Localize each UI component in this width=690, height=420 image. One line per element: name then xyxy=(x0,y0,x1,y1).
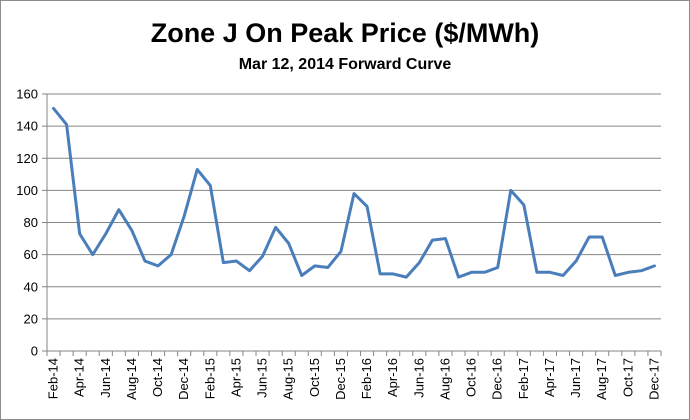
x-tick-label-Feb-17: Feb-17 xyxy=(516,358,531,399)
data-point-Apr-14 xyxy=(78,232,81,235)
data-point-Apr-17 xyxy=(549,271,552,274)
data-point-Mar-16 xyxy=(379,273,382,276)
x-tick-label-Dec-16: Dec-16 xyxy=(490,358,505,400)
data-point-Aug-14 xyxy=(131,229,134,232)
data-point-Dec-16 xyxy=(496,266,499,269)
x-tick-label-Feb-16: Feb-16 xyxy=(359,358,374,399)
x-tick-label-Jun-15: Jun-15 xyxy=(255,358,270,398)
x-tick-label-Apr-17: Apr-17 xyxy=(542,358,557,397)
y-tick-labels: 0 20 40 60 80 100 120 140 160 xyxy=(16,87,38,359)
data-point-Oct-16 xyxy=(470,271,473,274)
y-tick-label-120: 120 xyxy=(16,151,38,166)
y-tick-label-0: 0 xyxy=(31,344,38,359)
data-point-Dec-15 xyxy=(340,250,343,253)
data-point-May-17 xyxy=(562,274,565,277)
data-point-Nov-15 xyxy=(326,266,329,269)
data-point-Oct-14 xyxy=(157,264,160,267)
x-tick-label-Aug-16: Aug-16 xyxy=(437,358,452,400)
data-point-Aug-15 xyxy=(287,242,290,245)
data-point-Feb-15 xyxy=(209,184,212,187)
chart-subtitle: Mar 12, 2014 Forward Curve xyxy=(239,56,452,73)
y-tick-label-20: 20 xyxy=(24,311,38,326)
data-point-Mar-14 xyxy=(65,123,68,126)
x-tick-label-Jun-17: Jun-17 xyxy=(568,358,583,398)
x-tick-label-Jun-16: Jun-16 xyxy=(411,358,426,398)
data-point-Jun-17 xyxy=(575,260,578,263)
data-point-Jan-16 xyxy=(353,192,356,195)
gridlines xyxy=(47,93,661,320)
data-point-Nov-16 xyxy=(483,271,486,274)
data-point-Oct-15 xyxy=(313,264,316,267)
data-point-May-16 xyxy=(405,276,408,279)
data-point-Jan-17 xyxy=(509,189,512,192)
y-tick-label-60: 60 xyxy=(24,247,38,262)
data-point-Jun-16 xyxy=(418,261,421,264)
x-tick-label-Dec-15: Dec-15 xyxy=(333,358,348,400)
data-point-Mar-17 xyxy=(535,271,538,274)
data-point-Sep-17 xyxy=(614,274,617,277)
chart-title: Zone J On Peak Price ($/MWh) xyxy=(151,18,540,48)
data-point-Jun-14 xyxy=(104,232,107,235)
x-tick-labels: Feb-14 Apr-14 Jun-14 Aug-14 Oct-14 Dec-14 Feb-… xyxy=(46,358,662,400)
x-tick-label-Jun-14: Jun-14 xyxy=(98,358,113,398)
x-tick-label-Aug-17: Aug-17 xyxy=(594,358,609,400)
x-tick-label-Aug-15: Aug-15 xyxy=(281,358,296,400)
data-point-Dec-14 xyxy=(183,215,186,218)
x-tick-label-Aug-14: Aug-14 xyxy=(124,358,139,400)
x-tick-label-Oct-15: Oct-15 xyxy=(307,358,322,397)
data-point-Apr-15 xyxy=(235,260,238,263)
data-point-Apr-16 xyxy=(392,273,395,276)
y-tick-label-100: 100 xyxy=(16,183,38,198)
y-tick-label-140: 140 xyxy=(16,119,38,134)
x-tick-label-Dec-14: Dec-14 xyxy=(176,358,191,400)
x-tick-label-Feb-15: Feb-15 xyxy=(202,358,217,399)
data-point-Mar-15 xyxy=(222,261,225,264)
x-tick-label-Apr-14: Apr-14 xyxy=(72,358,87,397)
data-point-Dec-17 xyxy=(653,264,656,267)
x-tick-label-Feb-14: Feb-14 xyxy=(46,358,61,399)
series-line xyxy=(52,106,656,279)
data-point-Oct-17 xyxy=(627,271,630,274)
axes xyxy=(42,93,662,356)
data-point-Jul-17 xyxy=(588,236,591,239)
x-tick-label-Oct-16: Oct-16 xyxy=(464,358,479,397)
data-point-Feb-17 xyxy=(522,203,525,206)
data-point-Aug-17 xyxy=(601,236,604,239)
y-tick-label-40: 40 xyxy=(24,279,38,294)
data-point-Jul-16 xyxy=(431,239,434,242)
data-point-Nov-14 xyxy=(170,253,173,256)
series-group xyxy=(52,106,656,279)
data-point-Feb-14 xyxy=(52,107,55,110)
x-tick-label-Dec-17: Dec-17 xyxy=(646,358,661,400)
data-point-Jan-15 xyxy=(196,168,199,171)
x-tick-label-Oct-14: Oct-14 xyxy=(150,358,165,397)
data-point-Jul-15 xyxy=(274,226,277,229)
data-point-May-15 xyxy=(248,269,251,272)
y-tick-label-80: 80 xyxy=(24,215,38,230)
data-point-Sep-16 xyxy=(457,276,460,279)
data-point-May-14 xyxy=(91,253,94,256)
data-point-Jul-14 xyxy=(117,208,120,211)
data-point-Nov-17 xyxy=(640,269,643,272)
x-tick-label-Apr-15: Apr-15 xyxy=(228,358,243,397)
data-point-Sep-15 xyxy=(300,274,303,277)
data-point-Feb-16 xyxy=(366,205,369,208)
data-point-Jun-15 xyxy=(261,255,264,258)
data-point-Aug-16 xyxy=(444,237,447,240)
x-tick-label-Oct-17: Oct-17 xyxy=(620,358,635,397)
y-tick-label-160: 160 xyxy=(16,87,38,102)
x-tick-label-Apr-16: Apr-16 xyxy=(385,358,400,397)
data-point-Sep-14 xyxy=(144,260,147,263)
